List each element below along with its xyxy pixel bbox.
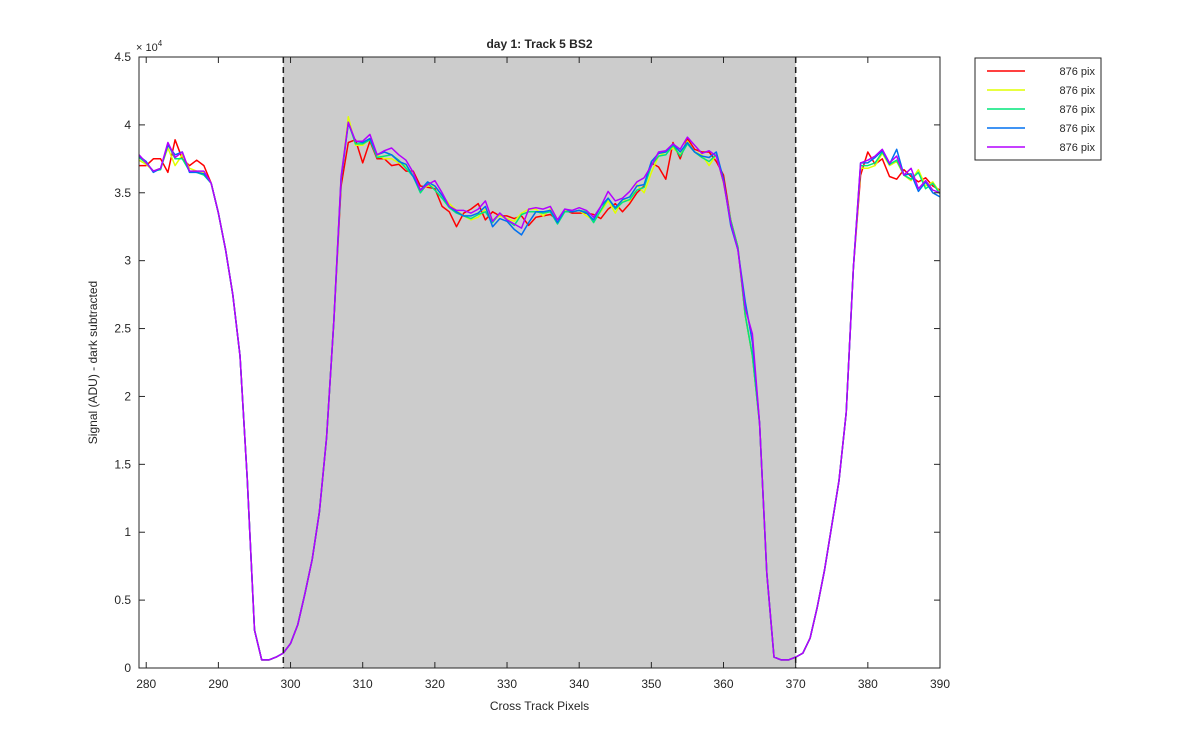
- x-tick-label: 360: [713, 677, 733, 691]
- dashed-lines-layer: [282, 57, 797, 668]
- y-exponent-power: 4: [158, 39, 163, 48]
- x-tick-label: 380: [858, 677, 878, 691]
- plot-frame: [138, 56, 941, 669]
- series-line-5: [138, 121, 941, 661]
- x-tick-label: 350: [641, 677, 661, 691]
- x-tick-label: 310: [353, 677, 373, 691]
- y-tick-label: 1.5: [114, 457, 131, 471]
- y-tick-label: 4: [124, 118, 131, 132]
- y-tick-label: 3: [124, 254, 131, 268]
- y-tick-label: 3.5: [114, 186, 131, 200]
- x-tick-label: 290: [208, 677, 228, 691]
- x-tick-label: 340: [569, 677, 589, 691]
- legend-label-1: 876 pix: [1060, 66, 1096, 78]
- y-axis-label: Signal (ADU) - dark subtracted: [86, 281, 100, 444]
- y-tick-label: 4.5: [114, 50, 131, 64]
- legend-label-5: 876 pix: [1060, 142, 1096, 154]
- y-tick-label: 0.5: [114, 593, 131, 607]
- x-tick-label: 280: [136, 677, 156, 691]
- shaded-region: [283, 57, 796, 668]
- y-axis-exponent: × 104: [136, 39, 163, 54]
- x-axis-label: Cross Track Pixels: [490, 699, 589, 713]
- x-axis: 280 290 300 310 320 330 340 350 360 370 380 390: [136, 57, 950, 691]
- x-tick-label: 390: [930, 677, 950, 691]
- y-tick-label: 2: [124, 389, 131, 403]
- legend-label-4: 876 pix: [1060, 123, 1096, 135]
- legend: 876 pix 876 pix 876 pix 876 pix 876 pix: [974, 57, 1102, 161]
- x-tick-label: 300: [281, 677, 301, 691]
- x-tick-label: 320: [425, 677, 445, 691]
- y-exponent-base: × 10: [136, 42, 158, 54]
- y-tick-label: 1: [124, 525, 131, 539]
- shaded-region-layer: [283, 57, 796, 668]
- series-layer: [138, 115, 941, 661]
- y-tick-label: 2.5: [114, 322, 131, 336]
- legend-label-2: 876 pix: [1060, 85, 1096, 97]
- legend-label-3: 876 pix: [1060, 104, 1096, 116]
- chart-title: day 1: Track 5 BS2: [486, 37, 592, 51]
- y-tick-label: 0: [124, 661, 131, 675]
- x-tick-label: 330: [497, 677, 517, 691]
- x-tick-label: 370: [786, 677, 806, 691]
- y-axis: 0 0.5 1 1.5 2 2.5 3 3.5 4 4.5: [114, 50, 940, 675]
